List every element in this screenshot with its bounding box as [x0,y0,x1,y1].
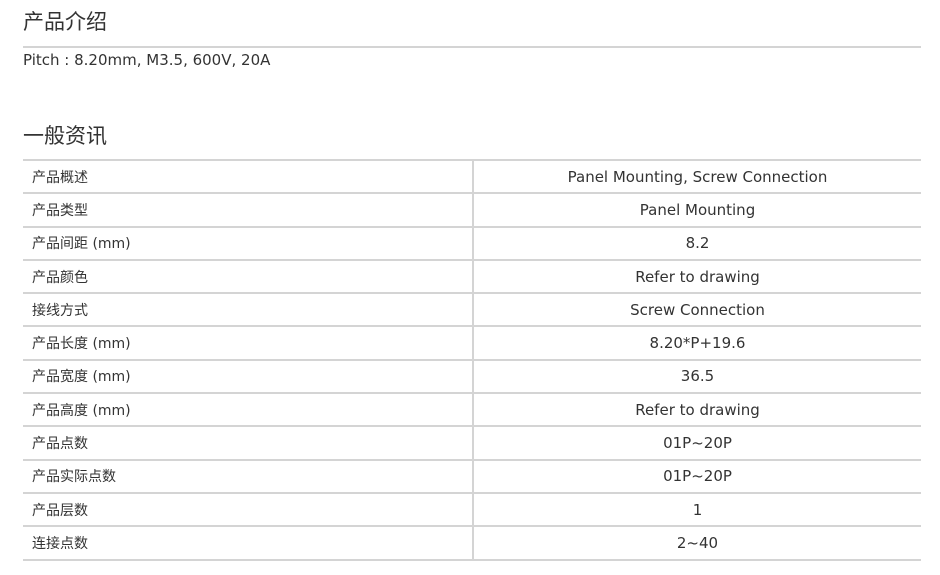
row-label: 产品实际点数 [23,458,474,494]
row-label: 产品类型 [23,192,474,228]
table-row: 产品点数 01P~20P [23,425,921,461]
table-row: 连接点数 2~40 [23,525,921,561]
row-value: Refer to drawing [473,392,921,428]
row-label: 产品高度 (mm) [23,392,474,428]
row-value: 8.2 [473,225,921,261]
row-label: 产品间距 (mm) [23,225,474,261]
table-row: 产品层数 1 [23,491,921,528]
row-label: 产品点数 [23,425,474,461]
general-info-table: 产品概述 Panel Mounting, Screw Connection 产品类型… [23,158,921,561]
row-value: 36.5 [473,358,921,395]
divider [23,46,921,48]
row-value: Panel Mounting [473,192,921,228]
row-label: 接线方式 [23,292,474,328]
table-row: 产品概述 Panel Mounting, Screw Connection [23,158,921,195]
product-intro-heading: 产品介绍 [23,10,107,34]
row-value: 2~40 [473,525,921,561]
table-row: 产品高度 (mm) Refer to drawing [23,392,921,428]
table-row: 接线方式 Screw Connection [23,292,921,328]
row-value: 01P~20P [473,425,921,461]
row-value: 01P~20P [473,458,921,494]
row-value: 8.20*P+19.6 [473,325,921,361]
row-label: 产品长度 (mm) [23,325,474,361]
row-value: Panel Mounting, Screw Connection [473,158,921,195]
row-label: 产品颜色 [23,258,474,295]
general-info-heading: 一般资讯 [23,124,107,148]
row-label: 产品概述 [23,158,474,195]
product-intro-text: Pitch : 8.20mm, M3.5, 600V, 20A [23,51,271,69]
table-row: 产品类型 Panel Mounting [23,192,921,228]
row-value: 1 [473,491,921,528]
table-row: 产品宽度 (mm) 36.5 [23,358,921,395]
row-value: Screw Connection [473,292,921,328]
table-row: 产品实际点数 01P~20P [23,458,921,494]
table-row: 产品颜色 Refer to drawing [23,258,921,295]
row-label: 产品宽度 (mm) [23,358,474,395]
table-row: 产品长度 (mm) 8.20*P+19.6 [23,325,921,361]
table-row: 产品间距 (mm) 8.2 [23,225,921,261]
row-label: 产品层数 [23,491,474,528]
row-value: Refer to drawing [473,258,921,295]
row-label: 连接点数 [23,525,474,561]
